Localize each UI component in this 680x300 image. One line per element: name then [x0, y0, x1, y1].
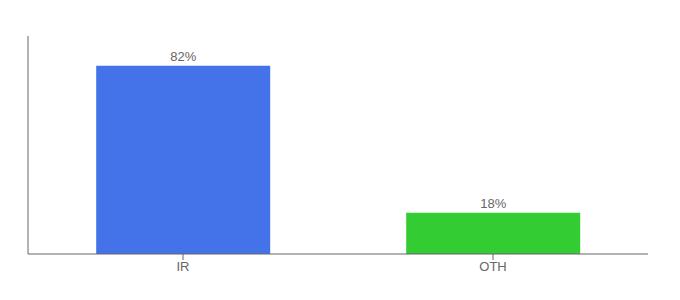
svg-text:82%: 82%	[170, 49, 196, 64]
svg-text:OTH: OTH	[479, 259, 506, 274]
svg-text:IR: IR	[177, 259, 190, 274]
svg-text:18%: 18%	[480, 196, 506, 211]
